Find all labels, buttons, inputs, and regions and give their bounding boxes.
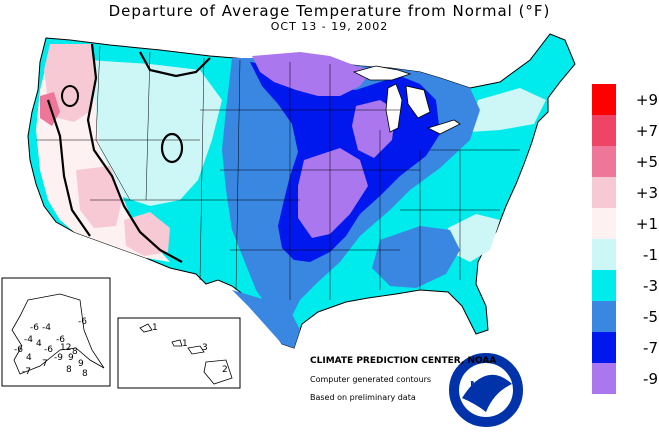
- alaska-label: -6: [56, 335, 65, 345]
- alaska-label: 4: [26, 353, 32, 363]
- legend-swatch: [592, 177, 616, 208]
- legend-label: +7: [635, 121, 658, 140]
- legend-swatch: [592, 332, 616, 363]
- contour-zero-oval-wyoming: [160, 132, 184, 164]
- legend-label: -1: [643, 245, 658, 264]
- alaska-label: 7: [42, 359, 48, 369]
- legend-row: +5: [592, 146, 658, 177]
- legend-swatch: [592, 270, 616, 301]
- contour-zero-west2: [46, 99, 91, 237]
- region-minus9-center: [298, 148, 368, 238]
- legend-row: -7: [592, 332, 658, 363]
- alaska-label: 12: [60, 343, 71, 353]
- alaska-label: 8: [72, 347, 78, 357]
- legend-label: +9: [635, 90, 658, 109]
- hawaii-label: 1: [182, 339, 188, 349]
- legend-label: +5: [635, 152, 658, 171]
- region-minus1-west: [88, 60, 222, 206]
- credit-contours-note: Computer generated contours: [310, 375, 432, 384]
- region-plus3-southwest: [76, 166, 122, 228]
- hawaii-islands: [139, 323, 233, 385]
- alaska-label: 4: [36, 339, 42, 349]
- legend-row: +3: [592, 177, 658, 208]
- hawaii-label: 2: [222, 365, 228, 375]
- alaska-label: -9: [54, 353, 63, 363]
- legend-label: +1: [635, 214, 658, 233]
- state-boundaries: [36, 45, 520, 300]
- legend-row: -5: [592, 301, 658, 332]
- legend-label: -9: [643, 369, 658, 388]
- legend-row: +7: [592, 115, 658, 146]
- credit-organization: CLIMATE PREDICTION CENTER, NOAA: [310, 356, 497, 366]
- legend-swatch: [592, 115, 616, 146]
- alaska-label: 9: [68, 353, 74, 363]
- contour-zero-oval-oregon: [61, 85, 79, 107]
- legend-swatch: [592, 146, 616, 177]
- hawaii-label: 1: [152, 323, 158, 333]
- legend-row: +9: [592, 84, 658, 115]
- legend-swatch: [592, 363, 616, 394]
- alaska-label: -7: [22, 367, 31, 377]
- map-title: Departure of Average Temperature from No…: [108, 2, 551, 20]
- hawaii-contour-labels: 1 3 1 2: [152, 323, 228, 375]
- alaska-label: -6: [14, 345, 23, 355]
- region-minus9-north: [252, 52, 372, 96]
- legend-row: -3: [592, 270, 658, 301]
- hawaii-label: 3: [202, 343, 208, 353]
- alaska-label: 8: [66, 365, 72, 375]
- alaska-label: -4: [24, 335, 33, 345]
- alaska-contour-labels: -6 -4 -6 -4 -6 -6 -6 4 4 12 -9 7 9 -7 9 …: [14, 317, 88, 379]
- lake-huron: [405, 85, 431, 119]
- legend-swatch: [592, 301, 616, 332]
- legend-row: +1: [592, 208, 658, 239]
- contour-zero-north: [139, 51, 211, 78]
- alaska-label: -6: [30, 323, 39, 333]
- legend-label: +3: [635, 183, 658, 202]
- legend-swatch: [592, 239, 616, 270]
- credit-data-note: Based on preliminary data: [310, 393, 416, 402]
- region-minus1-southeast: [448, 214, 500, 262]
- noaa-logo-text: NOAA: [470, 380, 502, 391]
- alaska-label: -6: [44, 345, 53, 355]
- alaska-label: 8: [82, 369, 88, 379]
- region-minus5-texas: [232, 290, 300, 348]
- color-legend: +9 +7 +5 +3 +1 -1 -3 -5 -7 -9: [592, 84, 658, 394]
- lake-erie: [426, 119, 461, 135]
- legend-swatch: [592, 84, 616, 115]
- alaska-outline: [11, 293, 105, 375]
- region-minus1-northeast: [470, 88, 546, 132]
- region-minus9-midwest: [352, 100, 396, 158]
- legend-label: -5: [643, 307, 658, 326]
- legend-label: -3: [643, 276, 658, 295]
- legend-row: -9: [592, 363, 658, 394]
- legend-swatch: [592, 208, 616, 239]
- alaska-label: -6: [78, 317, 87, 327]
- region-minus5-southeast: [372, 226, 460, 288]
- noaa-logo: NOAA: [447, 351, 525, 429]
- alaska-label: 9: [78, 359, 84, 369]
- legend-label: -7: [643, 338, 658, 357]
- alaska-label: -4: [42, 323, 51, 333]
- legend-row: -1: [592, 239, 658, 270]
- contour-zero-west: [86, 43, 183, 263]
- map-subtitle: OCT 13 - 19, 2002: [270, 20, 389, 33]
- lake-superior: [352, 65, 412, 81]
